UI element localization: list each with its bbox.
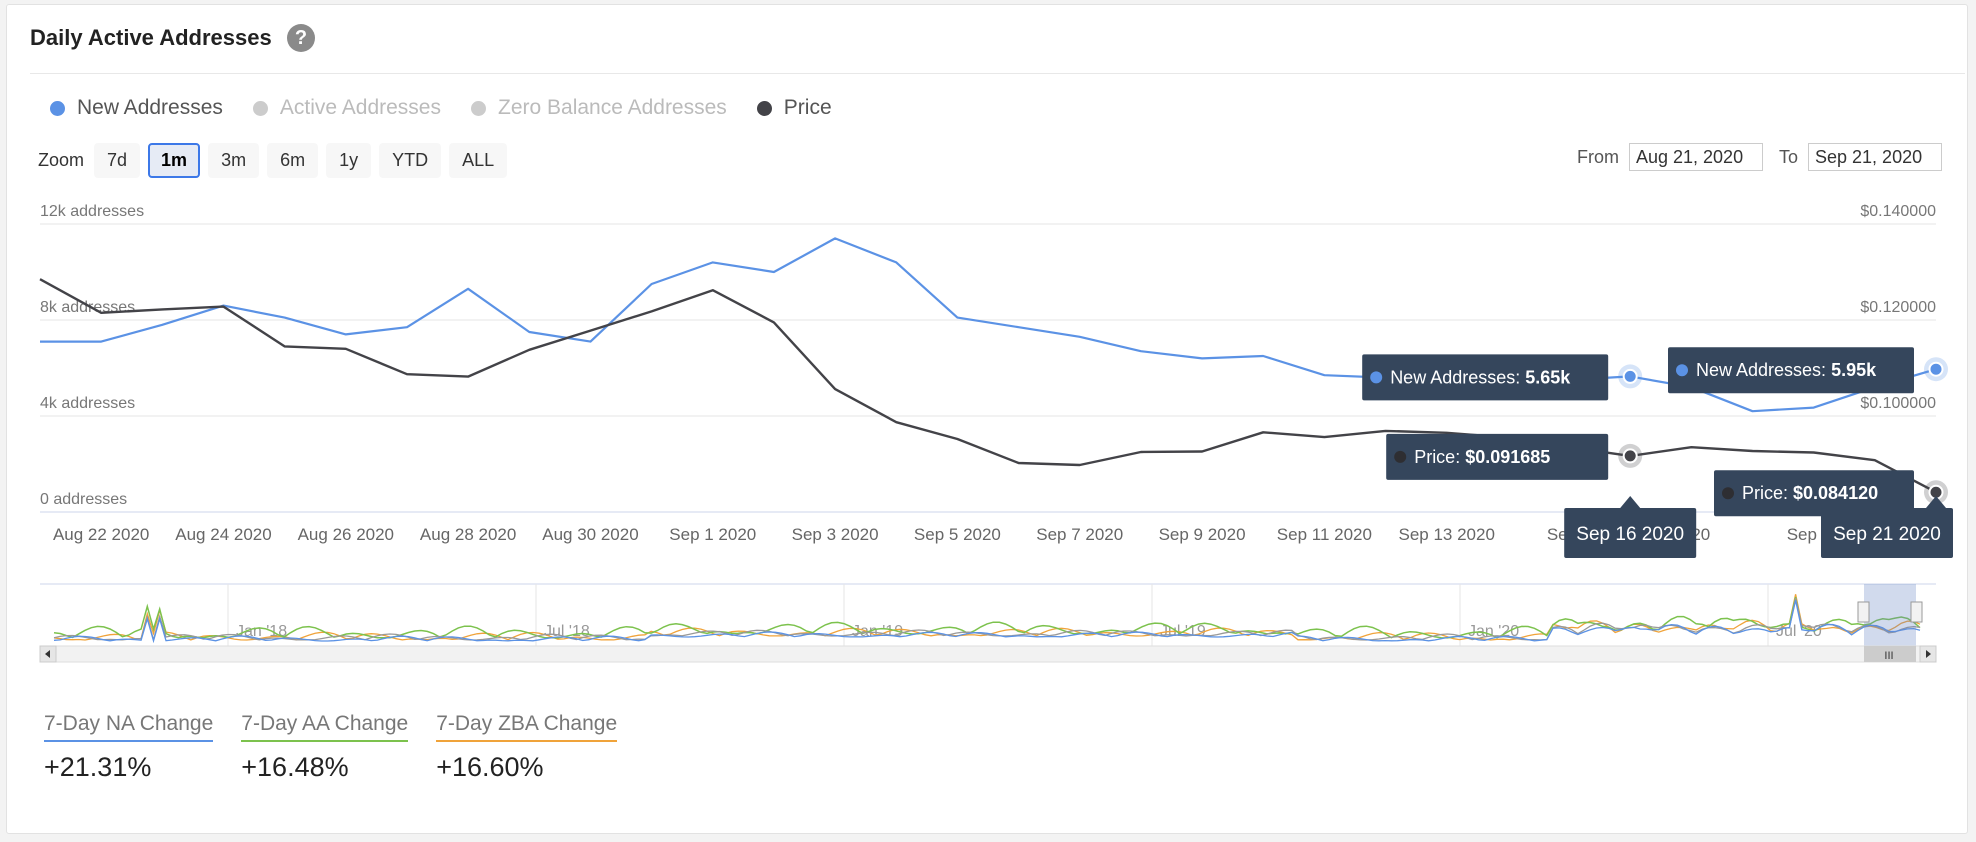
legend-label: New Addresses [77,96,223,119]
legend-item-zero-balance[interactable]: Zero Balance Addresses [471,96,727,120]
legend-label: Zero Balance Addresses [498,96,727,119]
chart-card: Daily Active Addresses ? [6,4,1968,834]
legend-label: Price [783,96,832,119]
stats-row: 7-Day NA Change +21.31% 7-Day AA Change … [44,712,618,783]
legend-marker-icon [252,100,268,116]
zoom-label: Zoom [38,150,85,170]
legend-item-price[interactable]: Price [756,96,832,120]
legend-item-active-addresses[interactable]: Active Addresses [252,96,441,120]
legend-label: Active Addresses [279,96,441,119]
zoom-1y-button[interactable]: 1y [326,143,372,178]
stat-zba: 7-Day ZBA Change +16.60% [436,712,618,783]
legend-marker-icon [471,100,486,116]
stat-label: 7-Day ZBA Change [436,712,618,742]
from-date-input[interactable] [1628,143,1763,171]
stat-value: +21.31% [44,752,152,782]
stat-aa: 7-Day AA Change +16.48% [241,712,409,783]
stat-na: 7-Day NA Change +21.31% [44,712,214,783]
date-range: From To [1577,143,1942,171]
to-date-input[interactable] [1808,143,1942,171]
from-label: From [1576,146,1619,167]
stat-value: +16.60% [436,752,544,782]
zoom-3m-button[interactable]: 3m [208,143,260,178]
zoom-1m-button[interactable]: 1m [148,143,201,178]
divider [30,73,1965,74]
legend-item-new-addresses[interactable]: New Addresses [50,96,223,120]
zoom-ytd-button[interactable]: YTD [379,143,442,178]
zoom-6m-button[interactable]: 6m [267,143,319,178]
zoom-selector: Zoom 7d 1m 3m 6m 1y YTD ALL [38,143,508,178]
stat-value: +16.48% [241,752,349,782]
to-label: To [1778,146,1798,167]
zoom-7d-button[interactable]: 7d [94,143,141,178]
legend-marker-icon [756,100,772,116]
legend-marker-icon [50,100,65,116]
stat-label: 7-Day AA Change [241,712,409,742]
help-icon[interactable]: ? [287,24,315,52]
stat-label: 7-Day NA Change [44,712,214,742]
page-title: Daily Active Addresses [30,25,272,50]
zoom-all-button[interactable]: ALL [449,143,508,178]
chart-legend: New Addresses Active Addresses Zero Bala… [50,96,832,120]
